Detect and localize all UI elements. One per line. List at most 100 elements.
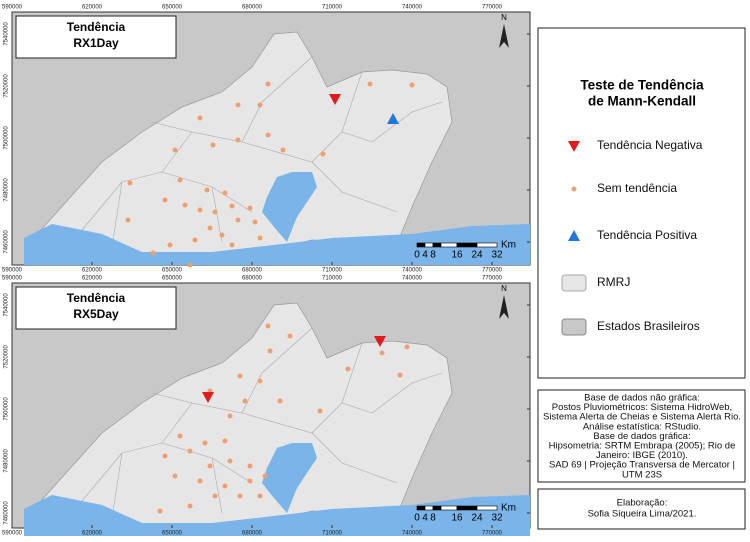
municipal-boundary (151, 121, 193, 133)
y-coordinate: 7520000 (4, 74, 10, 98)
scale-segment (476, 242, 498, 248)
station-no-trend (162, 197, 168, 203)
station-no-trend (280, 147, 286, 153)
municipal-boundary (211, 186, 223, 243)
y-coordinate: 7540000 (4, 22, 10, 46)
station-no-trend (235, 137, 241, 143)
station-no-trend (235, 217, 241, 223)
map-title: Tendência (67, 291, 126, 305)
sources-line: Sistema Alerta de Cheias e Sistema Alert… (543, 412, 741, 423)
map-title-box (15, 286, 177, 330)
station-negative (329, 94, 341, 105)
municipal-boundary (161, 101, 263, 173)
x-coordinate: 590000 (2, 276, 23, 282)
station-no-trend (252, 219, 258, 225)
municipal-boundary (151, 392, 193, 404)
station-no-trend (409, 82, 415, 88)
scale-segment (440, 505, 458, 511)
station-no-trend (222, 483, 228, 489)
scale-label: 8 (430, 513, 436, 524)
legend-negative-symbol (568, 141, 580, 152)
station-no-trend (345, 366, 351, 372)
station-no-trend (167, 242, 173, 248)
x-coordinate: 740000 (402, 268, 423, 274)
scale-label: 16 (451, 513, 463, 524)
station-negative (202, 392, 214, 403)
municipal-boundary (341, 71, 363, 133)
x-coordinate: 680000 (242, 268, 263, 274)
x-coordinate: 650000 (162, 531, 183, 537)
station-no-trend (257, 235, 263, 241)
station-no-trend (257, 493, 263, 499)
x-coordinate: 710000 (322, 5, 343, 11)
legend-title: Teste de Tendência (580, 78, 704, 93)
x-coordinate: 590000 (2, 268, 23, 274)
x-coordinate: 740000 (402, 531, 423, 537)
x-coordinate: 770000 (482, 276, 503, 282)
scale-label: 4 (422, 513, 428, 524)
legend-rmrj-symbol (561, 274, 587, 292)
legend-title: de Mann-Kendall (588, 94, 696, 109)
municipal-boundary (111, 452, 123, 519)
x-coordinate: 620000 (82, 268, 103, 274)
y-coordinate: 7500000 (4, 126, 10, 150)
station-no-trend (235, 102, 241, 108)
x-coordinate: 650000 (162, 276, 183, 282)
station-no-trend (367, 81, 373, 87)
north-arrow (499, 24, 509, 48)
municipal-boundary (241, 131, 373, 163)
bay (262, 172, 317, 242)
station-no-trend (397, 372, 403, 378)
station-no-trend (150, 250, 156, 256)
station-no-trend (219, 232, 225, 238)
map-content (24, 302, 530, 536)
sources-line: Postos Pluviométricos: Sistema HidroWeb, (552, 402, 732, 413)
x-coordinate: 770000 (482, 5, 503, 11)
scale-segment (440, 242, 458, 248)
scale-segment (432, 242, 442, 248)
legend-label: Estados Brasileiros (597, 319, 700, 333)
map-subtitle: RX1Day (73, 36, 119, 50)
scale-segment (456, 242, 478, 248)
station-no-trend (277, 398, 283, 404)
municipal-boundary (311, 161, 398, 213)
scale-label: 8 (430, 250, 436, 261)
station-no-trend (222, 190, 228, 196)
scale-segment (416, 242, 426, 248)
station-no-trend (192, 237, 198, 243)
station-no-trend (197, 115, 203, 121)
station-no-trend (265, 323, 271, 329)
scale-segment (424, 242, 434, 248)
y-coordinate: 7480000 (4, 449, 10, 473)
station-no-trend (210, 142, 216, 148)
x-coordinate: 710000 (322, 268, 343, 274)
station-no-trend (212, 493, 218, 499)
municipal-boundary (261, 56, 313, 103)
station-no-trend (187, 262, 193, 268)
x-coordinate: 590000 (2, 5, 23, 11)
x-coordinate: 740000 (402, 276, 423, 282)
station-no-trend (257, 102, 263, 108)
station-no-trend (320, 151, 326, 157)
scale-label: 4 (422, 250, 428, 261)
municipal-boundary (341, 342, 363, 404)
station-no-trend (257, 378, 263, 384)
sources-line: UTM 23S (622, 469, 662, 480)
municipal-boundary (241, 402, 373, 434)
station-no-trend (162, 453, 168, 459)
y-coordinate: 7460000 (4, 501, 10, 525)
x-coordinate: 770000 (482, 531, 503, 537)
station-no-trend (207, 463, 213, 469)
station-no-trend (187, 503, 193, 509)
north-label: N (501, 13, 507, 22)
station-no-trend (265, 81, 271, 87)
municipal-boundary (371, 101, 443, 143)
scale-label: 16 (451, 250, 463, 261)
sources-line: Janeiro: IBGE (2010). (596, 450, 688, 461)
x-coordinate: 620000 (82, 531, 103, 537)
x-coordinate: 650000 (162, 5, 183, 11)
station-no-trend (157, 508, 163, 514)
